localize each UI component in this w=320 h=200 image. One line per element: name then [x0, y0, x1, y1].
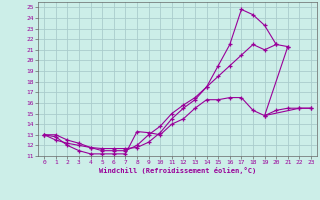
X-axis label: Windchill (Refroidissement éolien,°C): Windchill (Refroidissement éolien,°C)	[99, 167, 256, 174]
